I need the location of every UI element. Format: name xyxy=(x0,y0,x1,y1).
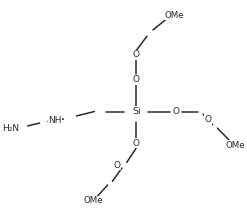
Text: O: O xyxy=(172,107,179,116)
Text: O: O xyxy=(205,115,212,124)
Text: H₂N: H₂N xyxy=(2,124,20,133)
Text: O: O xyxy=(133,139,140,148)
Text: Si: Si xyxy=(132,107,141,116)
Text: O: O xyxy=(133,50,140,59)
Text: OMe: OMe xyxy=(226,141,245,150)
Text: O: O xyxy=(133,75,140,84)
Text: OMe: OMe xyxy=(164,11,184,20)
Text: O: O xyxy=(114,161,121,170)
Text: NH: NH xyxy=(48,116,62,125)
Text: OMe: OMe xyxy=(83,196,103,205)
